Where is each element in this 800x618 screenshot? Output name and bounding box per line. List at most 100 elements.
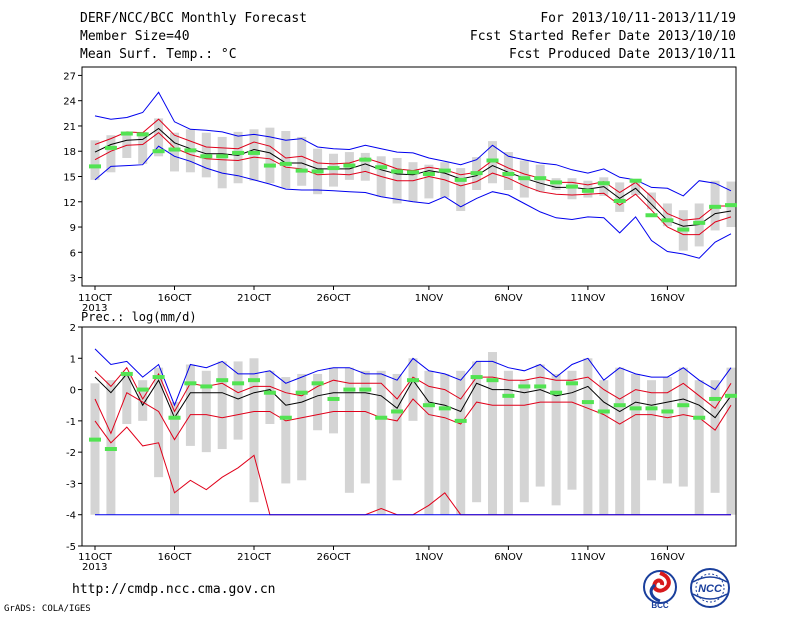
x-tick-label: 6NOV [494,552,523,563]
spread-box [551,373,561,506]
observed-marker [184,381,197,386]
observed-marker [613,198,626,203]
observed-marker [502,171,515,176]
observed-marker [486,158,499,163]
observed-marker [581,188,594,193]
observed-marker [422,171,435,176]
observed-marker [677,227,690,232]
spread-box [233,131,243,184]
y-tick-label: 9 [70,223,76,234]
observed-marker [216,154,229,159]
spread-box [392,373,402,481]
observed-marker [327,396,340,401]
x-tick-label: 16OCT [158,552,193,563]
observed-marker [645,213,658,218]
y-tick-label: 12 [63,198,76,209]
observed-marker [232,381,245,386]
observed-marker [407,378,419,383]
observed-marker [486,378,499,383]
spread-box [201,370,211,453]
spread-box [313,373,323,431]
source-url[interactable]: http://cmdp.ncc.cma.gov.cn [72,582,276,597]
observed-marker [343,163,356,168]
observed-marker [343,387,356,392]
observed-marker [454,418,467,423]
observed-marker [550,180,563,185]
observed-marker [534,176,547,181]
observed-marker [248,150,260,155]
x-tick-label: 6NOV [494,293,523,304]
observed-marker [263,163,276,168]
spread-box [503,152,513,190]
observed-marker [104,447,117,452]
x-tick-label: 11OCT [78,552,113,563]
observed-marker [295,168,308,173]
observed-marker [391,409,404,414]
spread-box [662,203,672,227]
observed-marker [168,147,181,152]
member-size: Member Size=40 [80,29,190,44]
spread-box [233,361,243,440]
spread-box [106,135,116,173]
observed-marker [168,415,181,420]
spread-box [329,153,338,187]
observed-marker [359,387,372,392]
panel-temperature: 3 6 9 12 15 18 21 24 27 11OCT 16OCT 21OCT 26OCT 1NOV 6… [63,66,737,314]
chart-title: DERF/NCC/BCC Monthly Forecast [80,11,307,26]
spread-box [535,364,545,487]
observed-marker [407,170,419,175]
spread-box [90,383,100,515]
spread-box [360,152,370,181]
y-tick-label: 1 [70,354,76,365]
observed-marker [120,371,133,376]
spread-box [503,370,513,515]
observed-marker [725,393,737,398]
y-tick-label: -5 [66,542,76,553]
y-tick-label: 15 [63,173,76,184]
spread-box [440,373,450,515]
observed-marker [454,177,467,182]
observed-marker [232,150,245,155]
spread-box [615,367,625,515]
spread-box [281,377,291,484]
spread-box [154,367,164,478]
x-year-label: 2013 [82,562,107,573]
spread-box [726,367,736,515]
observed-marker [375,165,388,170]
observed-marker [120,131,133,136]
spread-box [662,377,672,484]
y-tick-label: 6 [70,248,76,259]
x-tick-label: 1NOV [415,552,444,563]
grads-credit: GrADS: COLA/IGES [4,604,91,614]
observed-marker [248,378,260,383]
observed-marker [152,375,165,380]
observed-marker [518,384,531,389]
spread-box [170,402,179,515]
panel-subtitle: Prec.: log(mm/d) [81,310,197,324]
spread-box [567,178,577,200]
spread-box [488,352,497,515]
y-tick-label: 21 [63,122,76,133]
variable-label: Mean Surf. Temp.: °C [80,47,237,62]
spread-box [456,370,466,515]
observed-marker [200,154,213,159]
fcst-produced-date: Fcst Produced Date 2013/10/11 [509,47,736,62]
spread-box [344,367,354,493]
observed-marker [279,161,292,166]
observed-marker [438,406,451,411]
spread-box [360,370,370,484]
y-tick-label: -3 [66,479,76,490]
spread-box [678,367,688,487]
spread-box [408,162,418,202]
observed-marker [311,381,324,386]
observed-marker [677,403,690,408]
spread-box [249,129,259,181]
series-line-mean [94,127,732,227]
x-tick-label: 11OCT [78,293,113,304]
observed-marker [263,390,276,395]
spread-box [138,380,148,421]
series-line-max [94,348,732,407]
spread-box [297,373,307,481]
spread-box [217,361,227,450]
